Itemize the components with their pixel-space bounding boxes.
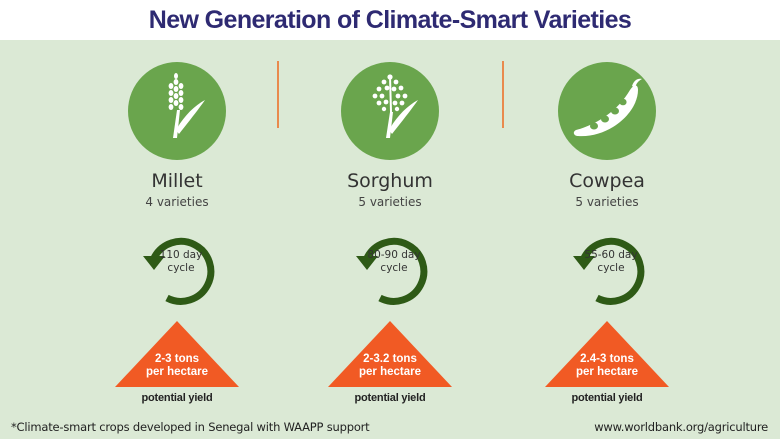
cycle-word: cycle [597,262,625,274]
cycle-days: 110 day [159,249,203,261]
crop-name: Sorghum [347,170,433,192]
sorghum-icon [341,62,439,160]
yield-triangle: 2.4-3 tons per hectare [543,319,671,389]
cycle-days: 80-90 day [367,249,421,261]
cycle-arrow-icon [356,237,428,305]
crop-column-cowpea: Cowpea 5 varieties 55-60 day cycle 2.4-3… [507,40,707,439]
yield-triangle: 2-3.2 tons per hectare [326,319,454,389]
cycle-arrow-icon [143,237,215,305]
cycle-arrow-icon [573,237,645,305]
yield-amount: 2.4-3 tons [580,353,634,365]
cycle-indicator: 80-90 day cycle [347,225,433,311]
yield-unit: per hectare [575,365,638,378]
crop-column-sorghum: Sorghum 5 varieties 80-90 day cycle 2-3.… [290,40,490,439]
crop-name: Cowpea [569,170,645,192]
yield-amount: 2-3 tons [154,353,200,365]
variety-count: 4 varieties [145,195,209,209]
yield-label: potential yield [571,392,643,404]
variety-count: 5 varieties [575,195,639,209]
yield-unit: per hectare [358,365,421,378]
divider-2 [502,61,504,128]
millet-icon [128,62,226,160]
yield-unit: per hectare [145,365,208,378]
cowpea-icon [558,62,656,160]
footnote: *Climate-smart crops developed in Senega… [11,420,370,434]
cycle-word: cycle [167,262,195,274]
cycle-indicator: 110 day cycle [134,225,220,311]
crop-column-millet: Millet 4 varieties 110 day cycle 2-3 ton… [77,40,277,439]
yield-triangle: 2-3 tons per hectare [113,319,241,389]
crop-name: Millet [151,170,203,192]
cycle-indicator: 55-60 day cycle [564,225,650,311]
source-link[interactable]: www.worldbank.org/agriculture [594,420,768,434]
yield-label: potential yield [141,392,213,404]
cycle-word: cycle [380,262,408,274]
yield-amount: 2-3.2 tons [363,353,417,365]
cycle-days: 55-60 day [584,249,638,261]
page-title: New Generation of Climate-Smart Varietie… [148,6,632,34]
variety-count: 5 varieties [358,195,422,209]
divider-1 [277,61,279,128]
yield-label: potential yield [354,392,426,404]
